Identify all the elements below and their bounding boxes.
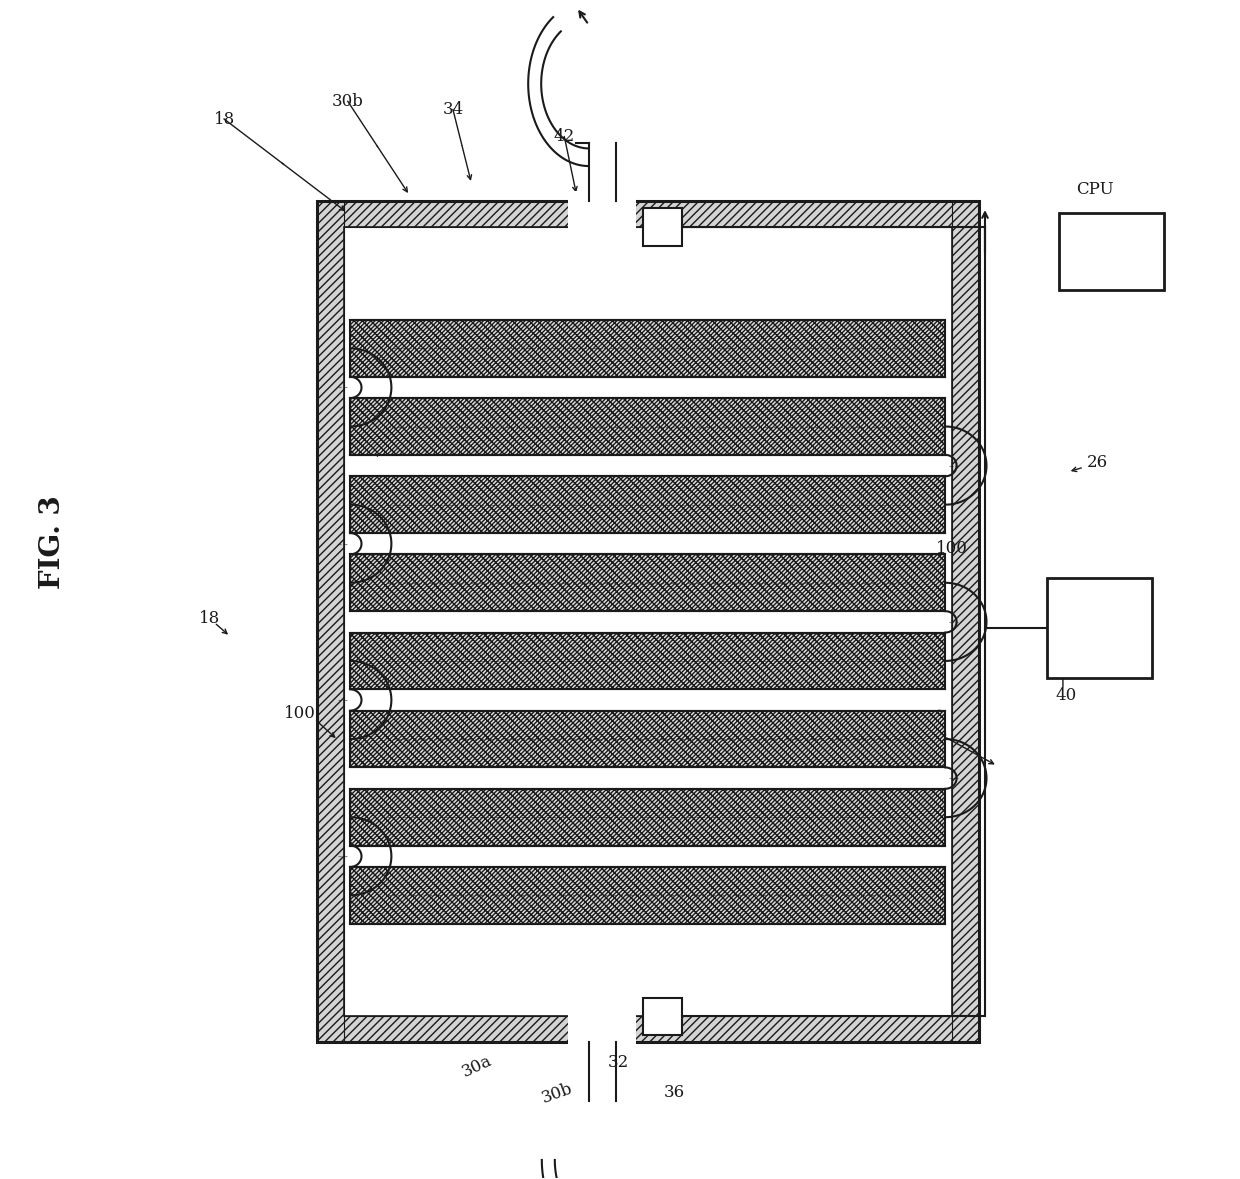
Text: CPU: CPU (1076, 182, 1115, 198)
Bar (568, 191, 636, 230)
Bar (350, 554, 945, 611)
Bar (642, 209, 682, 246)
Text: 32: 32 (608, 1054, 629, 1071)
Bar (350, 789, 945, 845)
Bar (317, 202, 343, 1042)
Text: 30c: 30c (923, 707, 950, 742)
Text: 100: 100 (284, 705, 315, 722)
Bar (350, 632, 945, 690)
Bar (350, 711, 945, 768)
Text: FIG. 3: FIG. 3 (38, 495, 66, 590)
Text: 100: 100 (353, 416, 386, 434)
Text: 26: 26 (1086, 454, 1107, 470)
Bar (317, 202, 978, 1042)
Bar (951, 202, 978, 1042)
Bar (350, 867, 945, 923)
Text: 100: 100 (935, 540, 967, 556)
Bar (317, 202, 978, 228)
Bar (350, 476, 945, 533)
Bar (350, 476, 945, 533)
Text: 30b: 30b (332, 93, 363, 110)
Text: 42: 42 (554, 129, 575, 145)
Text: 18: 18 (213, 111, 234, 127)
Bar (350, 789, 945, 845)
Bar (350, 867, 945, 923)
Text: 20: 20 (1127, 228, 1151, 245)
Bar (642, 997, 682, 1035)
Bar (350, 554, 945, 611)
Bar (350, 320, 945, 377)
Text: 36: 36 (663, 1085, 684, 1101)
Bar (350, 399, 945, 455)
Text: 34: 34 (443, 101, 464, 118)
Bar (350, 399, 945, 455)
Bar (1059, 213, 1164, 290)
Text: 40: 40 (1055, 687, 1076, 704)
Text: 18: 18 (200, 611, 221, 627)
Bar (350, 711, 945, 768)
Bar (343, 228, 951, 1016)
Bar (317, 1016, 978, 1042)
Bar (350, 320, 945, 377)
Bar (1047, 578, 1152, 678)
Bar (568, 199, 636, 230)
Text: 30a: 30a (459, 1052, 495, 1080)
Bar (568, 1014, 636, 1045)
Bar (350, 632, 945, 690)
Text: 30b: 30b (539, 1080, 575, 1106)
